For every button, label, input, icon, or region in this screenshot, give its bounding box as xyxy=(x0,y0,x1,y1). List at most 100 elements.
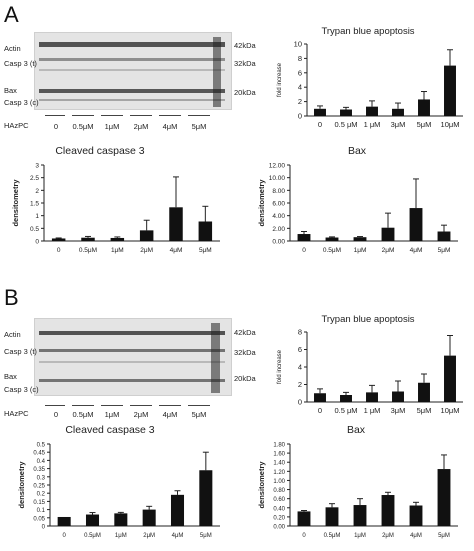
x-tick-label: 10μM xyxy=(441,406,460,415)
x-tick-label: 5μM xyxy=(438,533,450,539)
bar xyxy=(51,238,66,241)
bar xyxy=(437,469,451,526)
x-tick-label: 0.5μM xyxy=(84,533,101,539)
x-tick-label: 3μM xyxy=(391,406,406,415)
bar xyxy=(297,234,311,241)
y-tick-label: 2.5 xyxy=(30,175,39,182)
chart-title: Cleaved caspase 3 xyxy=(55,145,144,157)
y-axis-label: densitometry xyxy=(257,179,266,227)
blot-row-label: Bax xyxy=(4,86,17,95)
y-tick-label: 4.00 xyxy=(272,213,285,220)
x-tick-label: 1 μM xyxy=(364,120,381,129)
y-tick-label: 0.60 xyxy=(273,497,285,503)
x-tick-label: 5μM xyxy=(200,533,212,539)
lane-label: 2μM xyxy=(133,122,149,131)
y-tick-label: 1.80 xyxy=(273,443,285,449)
bar xyxy=(409,208,423,241)
y-tick-label: 0 xyxy=(35,239,39,246)
chart-title: Bax xyxy=(348,145,367,157)
lane-underline xyxy=(159,405,181,406)
bar xyxy=(409,505,423,526)
lane-underline xyxy=(159,115,181,116)
bar xyxy=(57,516,71,526)
bar xyxy=(353,505,367,526)
x-tick-label: 1μM xyxy=(115,533,127,539)
treatment-label: HAzPC xyxy=(4,409,29,418)
bar xyxy=(297,511,311,526)
lane-underline xyxy=(188,115,210,116)
blot-bands-a xyxy=(35,33,231,109)
x-tick-label: 2μM xyxy=(382,247,395,254)
chart-title: Cleaved caspase 3 xyxy=(65,424,154,436)
y-tick-label: 6 xyxy=(298,345,302,354)
y-tick-label: 1 xyxy=(35,213,39,220)
x-tick-label: 0 xyxy=(62,533,66,539)
lane-label: 2μM xyxy=(133,410,149,419)
western-blot-image-b xyxy=(34,318,232,396)
x-tick-label: 0.5 μM xyxy=(334,120,357,129)
x-tick-label: 3μM xyxy=(391,120,406,129)
y-tick-label: 8 xyxy=(298,328,302,337)
y-tick-label: 8 xyxy=(298,54,302,63)
y-tick-label: 4 xyxy=(298,83,302,92)
y-tick-label: 4 xyxy=(298,363,302,372)
bar xyxy=(381,495,395,526)
y-tick-label: 0.5 xyxy=(30,226,39,233)
bar xyxy=(325,507,339,526)
y-axis-label: densitometry xyxy=(257,461,266,509)
bar xyxy=(437,231,451,241)
y-tick-label: 0 xyxy=(298,398,302,407)
kda-label: 20kDa xyxy=(234,88,256,97)
blot-row-label: Actin xyxy=(4,44,21,53)
bar xyxy=(366,392,378,402)
kda-label: 42kDa xyxy=(234,41,256,50)
y-tick-label: 2 xyxy=(298,97,302,106)
lane-label: 4μM xyxy=(162,122,178,131)
x-tick-label: 0 xyxy=(318,406,322,415)
y-tick-label: 1.00 xyxy=(273,479,285,485)
bar xyxy=(444,355,456,402)
kda-label: 42kDa xyxy=(234,328,256,337)
bar xyxy=(198,221,213,241)
lane-label: 0.5μM xyxy=(72,410,94,419)
y-axis-label: densitometry xyxy=(11,179,20,227)
x-tick-label: 10μM xyxy=(441,120,460,129)
y-tick-label: 1.60 xyxy=(273,452,285,458)
bar xyxy=(418,382,430,402)
y-tick-label: 0.05 xyxy=(33,516,45,522)
y-tick-label: 0 xyxy=(298,112,302,121)
chart-b-trypan: Trypan blue apoptosis fold increase 0 2 4 6 8 0… xyxy=(265,310,470,425)
y-tick-label: 12.00 xyxy=(269,163,286,170)
lane-underline xyxy=(101,405,123,406)
y-tick-label: 0.25 xyxy=(33,484,45,490)
y-tick-label: 0.4 xyxy=(37,459,46,465)
treatment-label: HAzPC xyxy=(4,121,29,130)
y-tick-label: 8.00 xyxy=(272,188,285,195)
y-axis-label: fold increase xyxy=(277,349,283,384)
chart-title: Trypan blue apoptosis xyxy=(321,26,414,37)
chart-title: Bax xyxy=(347,424,366,436)
bar xyxy=(169,207,183,241)
x-tick-label: 4μM xyxy=(410,247,423,254)
chart-a-bax: Bax densitometry 0.00 2.00 4.00 6.00 8.00 10.00… xyxy=(240,143,470,266)
bar xyxy=(81,237,95,241)
y-tick-label: 0.00 xyxy=(272,239,285,246)
chart-title: Trypan blue apoptosis xyxy=(321,314,414,325)
x-tick-label: 2μM xyxy=(382,533,394,539)
y-tick-label: 10.00 xyxy=(269,175,286,182)
y-tick-label: 0 xyxy=(42,525,46,531)
blot-bands-b xyxy=(35,319,231,395)
y-tick-label: 0.5 xyxy=(37,443,46,449)
bar xyxy=(199,470,213,526)
bar xyxy=(139,230,154,241)
panel-letter-a: A xyxy=(4,2,19,27)
kda-label: 32kDa xyxy=(234,348,256,357)
lane-underline xyxy=(101,115,123,116)
x-tick-label: 0.5μM xyxy=(324,533,341,539)
bar xyxy=(444,65,456,116)
y-tick-label: 0.3 xyxy=(37,475,46,481)
bar xyxy=(366,106,378,116)
kda-label: 32kDa xyxy=(234,59,256,68)
lane-label: 1μM xyxy=(104,122,120,131)
x-tick-label: 1μM xyxy=(354,247,367,254)
